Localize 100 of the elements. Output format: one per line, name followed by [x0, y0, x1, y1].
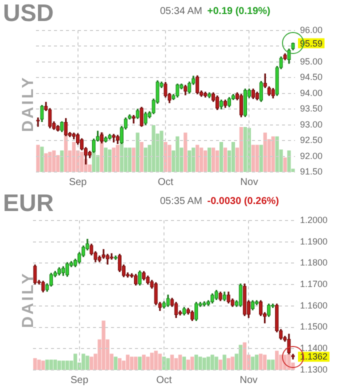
- y-tick-label: 1.1300: [300, 364, 328, 374]
- bar: [190, 356, 194, 370]
- bar: [271, 136, 275, 172]
- bar: [184, 132, 188, 172]
- candlestick: [61, 266, 66, 276]
- bar: [283, 157, 287, 172]
- bar: [218, 360, 222, 370]
- bar: [200, 148, 204, 172]
- bar: [118, 358, 122, 370]
- bar: [150, 352, 154, 370]
- bar: [219, 142, 224, 172]
- bar: [182, 356, 186, 370]
- bar: [164, 142, 168, 172]
- candlestick: [223, 100, 228, 108]
- y-tick-label: 92.50: [300, 135, 323, 146]
- y-tick-label: 95.00: [300, 56, 323, 66]
- y-tick-label: 91.50: [300, 166, 323, 176]
- bar: [231, 142, 236, 172]
- bar: [86, 356, 90, 370]
- bar: [144, 148, 148, 172]
- bar: [208, 148, 212, 172]
- bar: [82, 354, 86, 370]
- bar: [37, 360, 41, 370]
- bar: [216, 150, 220, 172]
- y-tick-label: 94.50: [300, 72, 323, 82]
- bar: [102, 320, 106, 370]
- chart-title: EUR: [3, 190, 54, 218]
- bar: [61, 360, 66, 370]
- bar: [178, 354, 182, 370]
- text: -0.0030 (0.26%): [207, 196, 279, 207]
- bar: [188, 150, 192, 172]
- y-tick-label: 93.50: [300, 104, 323, 114]
- bar: [202, 358, 206, 370]
- bar: [214, 356, 218, 370]
- y-tick-label: 93.00: [300, 119, 323, 130]
- y-tick-label: 1.1900: [300, 236, 328, 246]
- bar: [72, 142, 76, 172]
- bar: [262, 354, 267, 370]
- candlestick: [36, 118, 40, 127]
- candlestick: [194, 302, 198, 321]
- bar: [239, 127, 243, 172]
- bar: [168, 144, 172, 172]
- bar: [104, 148, 108, 172]
- x-tick-label: Oct: [158, 176, 174, 188]
- bar: [114, 356, 118, 370]
- bar: [112, 148, 116, 172]
- bar: [174, 358, 178, 370]
- bar: [266, 360, 271, 370]
- bar: [162, 356, 166, 370]
- bar: [238, 344, 242, 370]
- bar: [230, 356, 234, 370]
- x-tick-label: Nov: [240, 176, 258, 188]
- candlestick: [104, 136, 108, 142]
- bar: [222, 354, 226, 370]
- bar: [44, 153, 48, 172]
- bar: [279, 354, 283, 370]
- bar: [212, 148, 216, 172]
- text: +0.19 (0.19%): [207, 6, 270, 17]
- bar: [154, 350, 158, 370]
- bar: [130, 356, 134, 370]
- bar: [65, 360, 70, 370]
- bar: [33, 358, 37, 370]
- bar: [41, 360, 45, 370]
- y-tick-label: 94.00: [300, 88, 323, 98]
- y-tick-label: 1.1400: [300, 343, 328, 354]
- bar: [259, 144, 263, 172]
- bar: [126, 354, 130, 370]
- x-tick-label: Sep: [70, 374, 89, 386]
- bar: [271, 360, 275, 370]
- bar: [140, 142, 144, 172]
- bar: [258, 354, 263, 370]
- bar: [166, 358, 170, 370]
- bar: [251, 144, 255, 172]
- bar: [242, 342, 246, 370]
- y-tick-label: 1.1500: [300, 322, 328, 332]
- x-tick-label: Sep: [68, 176, 88, 188]
- bar: [60, 150, 64, 172]
- bar: [152, 125, 156, 172]
- bar: [198, 356, 202, 370]
- bar: [210, 354, 214, 370]
- y-tick-label: 1.1800: [300, 258, 328, 268]
- bar: [176, 136, 180, 172]
- bar: [160, 130, 164, 172]
- bar: [250, 356, 254, 370]
- bar: [223, 148, 228, 172]
- bar: [53, 360, 57, 370]
- x-tick-label: Oct: [156, 374, 172, 386]
- y-tick-label: 92.00: [300, 150, 323, 161]
- candlestick: [227, 97, 232, 108]
- bar: [206, 356, 210, 370]
- bar: [255, 144, 259, 172]
- y-axis-title: DAILY: [20, 75, 38, 132]
- bar: [192, 148, 196, 172]
- bar: [80, 152, 84, 172]
- bar: [138, 356, 142, 370]
- bar: [136, 132, 140, 172]
- bar: [243, 127, 247, 172]
- bar: [116, 144, 120, 172]
- chart-title: USD: [3, 0, 54, 28]
- bar: [194, 354, 198, 370]
